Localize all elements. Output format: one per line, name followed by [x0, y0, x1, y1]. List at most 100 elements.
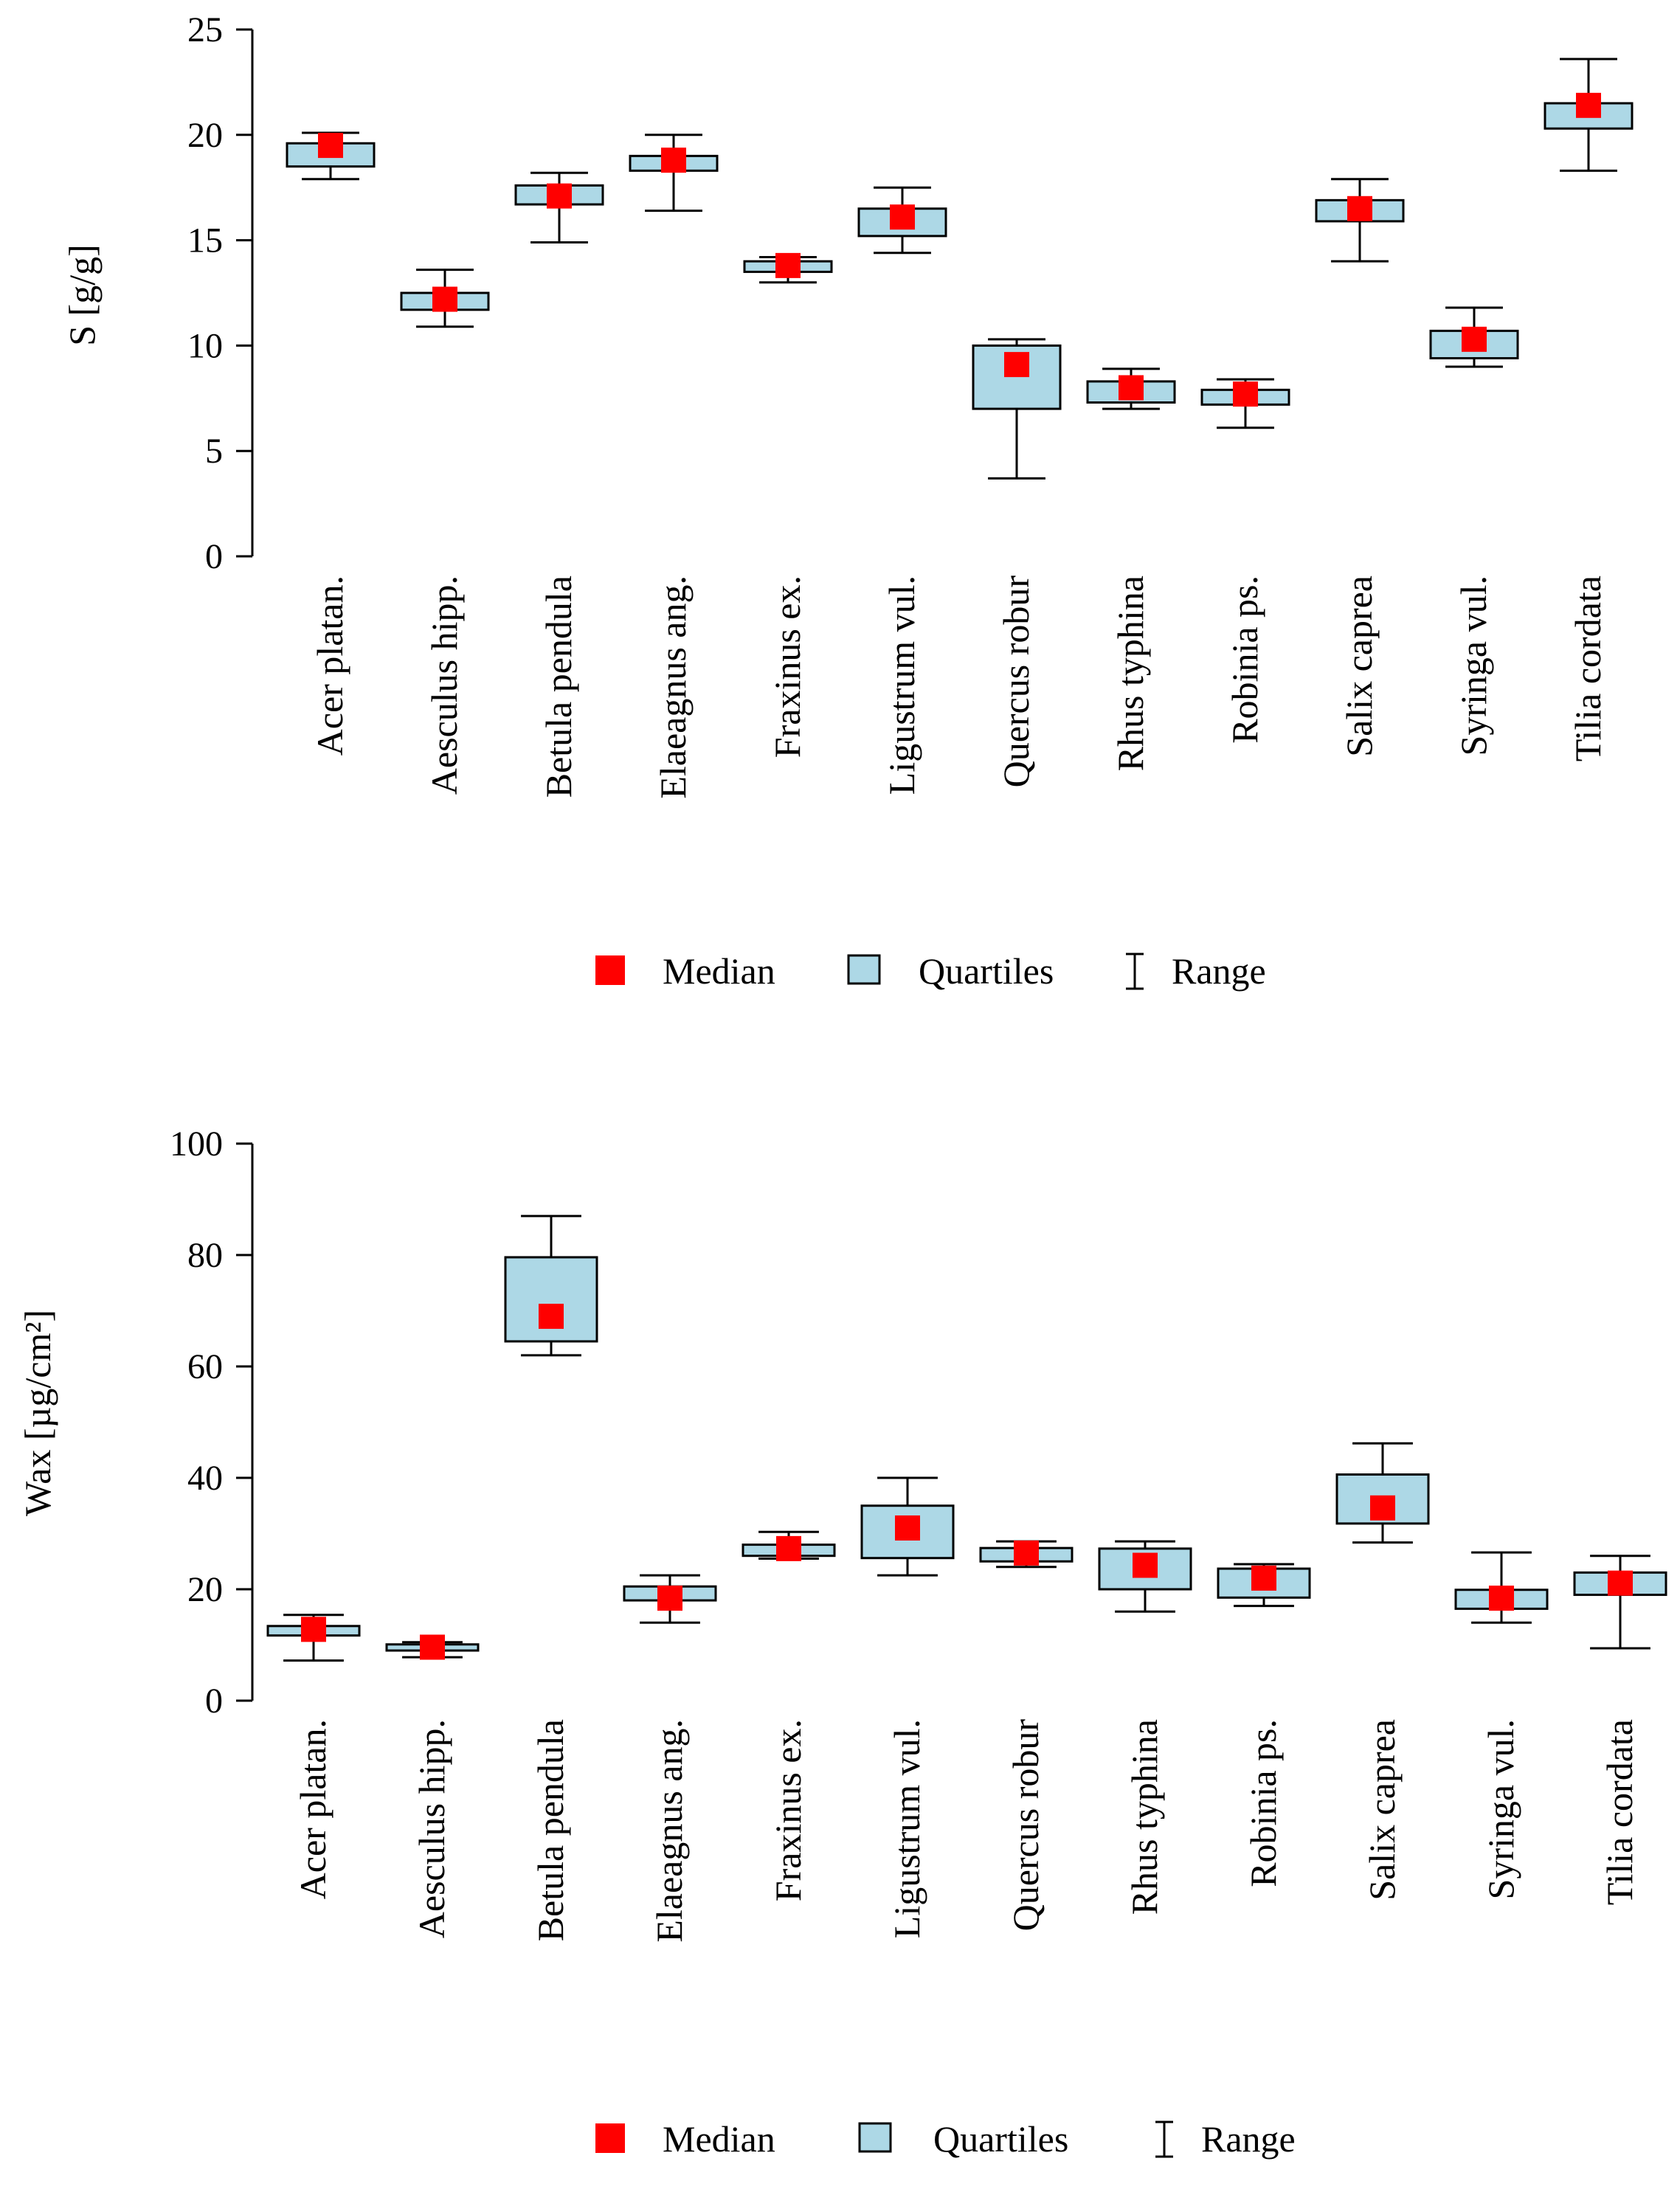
median-marker: [775, 252, 801, 278]
median-marker: [1119, 375, 1144, 401]
chart-wax-y-tick-label: 0: [205, 1681, 223, 1721]
median-marker: [318, 133, 343, 159]
legend-range-label: Range: [1172, 950, 1266, 992]
chart-wax-category-label: Betula pendula: [530, 1719, 571, 1941]
chart-s-box-acer-platan: [286, 131, 376, 181]
legend-quartiles-swatch: [847, 954, 881, 985]
chart-wax-y-axis-label: Wax [µg/cm²]: [17, 1310, 58, 1516]
median-marker: [1608, 1570, 1633, 1596]
legend-range-icon: [1126, 953, 1144, 990]
chart-s-category-label: Tilia cordata: [1567, 575, 1608, 761]
chart-s-box-ligustrum-vul: [857, 186, 947, 255]
chart-wax-box-rhus-typhina: [1098, 1540, 1192, 1613]
legend-quartiles-swatch: [858, 2122, 892, 2153]
median-marker: [539, 1304, 564, 1330]
chart-wax-y-tick-label: 80: [187, 1236, 223, 1275]
chart-wax-box-betula-pendula: [504, 1214, 598, 1357]
chart-s-box-plot: S [g/g] 0 5 10 15 20 25 Acer platan. Aesculus …: [61, 10, 1634, 992]
median-marker: [1133, 1552, 1158, 1578]
chart-wax-box-elaeagnus-ang: [623, 1574, 717, 1624]
median-marker: [301, 1617, 326, 1642]
legend-median-label: Median: [663, 2118, 775, 2160]
chart-s-category-label: Fraxinus ex.: [767, 575, 808, 758]
chart-s-box-robinia-ps: [1200, 378, 1290, 429]
chart-wax-category-label: Quercus robur: [1005, 1719, 1046, 1932]
chart-s-y-tick-label: 20: [187, 116, 223, 155]
chart-s-category-label: Rhus typhina: [1110, 575, 1151, 771]
median-marker: [1004, 352, 1029, 378]
chart-s-category-label: Robinia ps.: [1224, 575, 1265, 744]
chart-wax-category-label: Acer platan.: [292, 1719, 333, 1899]
chart-s-box-aesculus-hipp: [400, 269, 490, 328]
chart-wax-category-label: Aesculus hipp.: [411, 1719, 452, 1938]
chart-s-y-tick-label: 15: [187, 221, 223, 260]
chart-s-y-tick-label: 5: [205, 432, 223, 471]
chart-s-box-tilia-cordata: [1544, 58, 1634, 172]
chart-wax-category-label: Elaeagnus ang.: [649, 1719, 690, 1943]
chart-s-y-tick-label: 10: [187, 326, 223, 365]
chart-wax-category-label: Rhus typhina: [1124, 1719, 1165, 1915]
chart-wax-category-label: Syringa vul.: [1480, 1719, 1521, 1899]
median-marker: [1576, 92, 1601, 118]
chart-wax-y-ticks: 0 20 40 60 80 100: [170, 1124, 252, 1721]
median-marker: [776, 1535, 801, 1561]
chart-wax-category-label: Robinia ps.: [1242, 1719, 1284, 1887]
chart-wax-legend: Median Quartiles Range: [595, 2118, 1296, 2160]
median-marker: [895, 1515, 920, 1541]
chart-wax-category-label: Tilia cordata: [1599, 1719, 1640, 1905]
chart-s-box-quercus-robur: [972, 338, 1062, 480]
median-marker: [890, 204, 915, 230]
median-marker: [1251, 1565, 1276, 1591]
chart-wax-boxes: [266, 1214, 1667, 1662]
chart-s-category-label: Elaeagnus ang.: [652, 575, 694, 799]
chart-s-box-salix-caprea: [1315, 178, 1405, 263]
chart-s-y-tick-label: 25: [187, 10, 223, 49]
legend-median-swatch: [595, 955, 625, 985]
chart-s-box-syringa-vul: [1429, 306, 1519, 368]
median-marker: [547, 183, 572, 209]
legend-quartiles-label: Quartiles: [919, 950, 1054, 992]
chart-s-legend: Median Quartiles Range: [595, 950, 1266, 992]
chart-wax-box-fraxinus-ex: [742, 1530, 836, 1561]
chart-s-y-axis-label: S [g/g]: [61, 244, 103, 346]
chart-wax-y-tick-label: 60: [187, 1347, 223, 1386]
chart-s-category-label: Syringa vul.: [1453, 575, 1494, 756]
chart-s-y-ticks: 0 5 10 15 20 25: [187, 10, 252, 576]
chart-wax-y-tick-label: 100: [170, 1124, 223, 1164]
chart-s-boxes: [286, 58, 1634, 480]
chart-wax-box-acer-platan: [266, 1614, 361, 1662]
median-marker: [1347, 196, 1372, 221]
median-marker: [661, 148, 686, 173]
chart-s-category-labels: Acer platan. Aesculus hipp. Betula pendula…: [309, 575, 1608, 799]
chart-wax-category-label: Fraxinus ex.: [767, 1719, 809, 1901]
median-marker: [657, 1586, 682, 1611]
quartile-box: [972, 344, 1062, 410]
median-marker: [420, 1634, 445, 1660]
chart-wax-y-tick-label: 20: [187, 1570, 223, 1609]
chart-s-category-label: Aesculus hipp.: [424, 575, 465, 795]
median-marker: [432, 286, 457, 312]
chart-s-category-label: Betula pendula: [538, 575, 579, 798]
legend-median-swatch: [595, 2123, 625, 2153]
chart-s-category-label: Salix caprea: [1338, 575, 1380, 757]
chart-wax-category-label: Salix caprea: [1361, 1719, 1403, 1901]
chart-wax-category-labels: Acer platan. Aesculus hipp. Betula pendula…: [292, 1719, 1640, 1943]
median-marker: [1014, 1540, 1039, 1566]
chart-s-category-label: Ligustrum vul.: [881, 575, 922, 795]
chart-wax-box-salix-caprea: [1335, 1442, 1430, 1544]
chart-wax-y-tick-label: 40: [187, 1459, 223, 1498]
chart-s-box-betula-pendula: [514, 171, 604, 243]
chart-wax-box-syringa-vul: [1454, 1551, 1549, 1624]
chart-wax-category-label: Ligustrum vul.: [886, 1719, 927, 1938]
legend-quartiles-label: Quartiles: [933, 2118, 1068, 2160]
chart-s-category-label: Quercus robur: [995, 575, 1037, 788]
chart-wax-box-quercus-robur: [979, 1540, 1074, 1569]
chart-s-y-tick-label: 0: [205, 537, 223, 576]
median-marker: [1489, 1586, 1514, 1611]
chart-wax-box-plot: Wax [µg/cm²] 0 20 40 60 80 100 Acer platan. Ae…: [17, 1124, 1667, 2160]
chart-wax-box-ligustrum-vul: [860, 1476, 955, 1577]
median-marker: [1370, 1495, 1395, 1521]
chart-s-box-fraxinus-ex: [743, 252, 833, 284]
chart-wax-box-aesculus-hipp: [385, 1634, 480, 1660]
